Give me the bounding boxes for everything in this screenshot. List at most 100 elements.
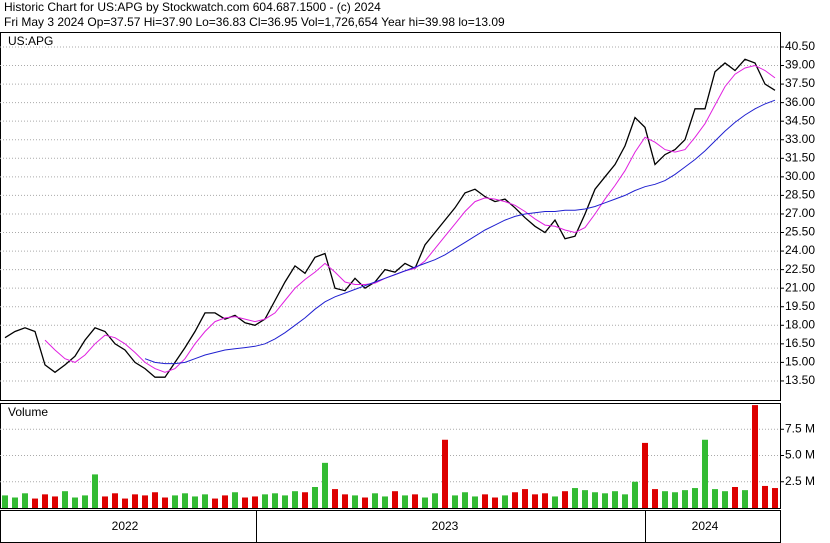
price-line [144, 99, 776, 365]
volume-bar [332, 489, 338, 508]
volume-bar [302, 492, 308, 508]
volume-bar [372, 493, 378, 508]
y-tick-label: 39.00 [785, 58, 815, 72]
y-tick-label: 21.00 [785, 280, 815, 294]
volume-bar [272, 493, 278, 508]
volume-bar [482, 494, 488, 508]
volume-bar [652, 489, 658, 508]
volume-bar [202, 494, 208, 508]
volume-bar [502, 495, 508, 508]
y-tick-label: 13.50 [785, 373, 815, 387]
volume-bar [682, 490, 688, 508]
volume-bar [572, 488, 578, 508]
y-tick-label: 15.00 [785, 355, 815, 369]
y-tick-label: 28.50 [785, 188, 815, 202]
volume-bar [462, 492, 468, 508]
volume-bar [252, 496, 258, 508]
y-tick-label: 36.00 [785, 95, 815, 109]
volume-bar [82, 495, 88, 508]
volume-bar [342, 494, 348, 508]
volume-bar [432, 493, 438, 508]
y-tick-label: 5.0 M [785, 448, 815, 462]
volume-bar [602, 493, 608, 508]
volume-bar [532, 494, 538, 508]
volume-bar [282, 495, 288, 508]
volume-label: Volume [8, 405, 48, 419]
price-line [44, 64, 776, 373]
volume-bar [672, 492, 678, 508]
chart-title: Historic Chart for US:APG by Stockwatch.… [4, 0, 381, 14]
volume-bar [262, 494, 268, 508]
volume-bar [112, 493, 118, 508]
volume-bar [522, 489, 528, 508]
y-tick-label: 34.50 [785, 113, 815, 127]
volume-bar [752, 405, 758, 508]
volume-bar [322, 462, 328, 508]
symbol-label: US:APG [8, 34, 53, 48]
y-tick-label: 37.50 [785, 76, 815, 90]
volume-bar [182, 493, 188, 508]
x-tick-label: 2022 [112, 519, 139, 533]
volume-bar [712, 489, 718, 508]
volume-bar [742, 490, 748, 508]
y-tick-label: 7.5 M [785, 421, 815, 435]
volume-bar [362, 497, 368, 508]
volume-bar [492, 497, 498, 508]
volume-bar [612, 491, 618, 508]
volume-bar [592, 492, 598, 508]
volume-bar [452, 495, 458, 508]
volume-bar [12, 497, 18, 508]
y-tick-label: 27.00 [785, 206, 815, 220]
volume-bar [762, 485, 768, 508]
y-tick-label: 16.50 [785, 336, 815, 350]
volume-bar [512, 492, 518, 508]
volume-bar [772, 488, 778, 508]
volume-bar [722, 491, 728, 508]
volume-bar [402, 495, 408, 508]
volume-bar [352, 495, 358, 508]
volume-bar [22, 493, 28, 508]
volume-bar [152, 492, 158, 508]
volume-bar [42, 494, 48, 508]
volume-bar [32, 498, 38, 508]
volume-bar [142, 495, 148, 508]
volume-bar [732, 487, 738, 508]
volume-bar [222, 495, 228, 508]
volume-bar [62, 491, 68, 508]
volume-bar [192, 496, 198, 508]
y-tick-label: 24.00 [785, 243, 815, 257]
volume-bar [662, 491, 668, 508]
volume-bar [412, 494, 418, 508]
volume-bar [232, 492, 238, 508]
volume-bar [212, 498, 218, 508]
volume-bar [562, 491, 568, 508]
y-tick-label: 40.50 [785, 39, 815, 53]
volume-bar [2, 495, 8, 508]
y-tick-label: 19.50 [785, 299, 815, 313]
volume-bar [642, 442, 648, 508]
volume-bar [382, 496, 388, 508]
y-tick-label: 18.00 [785, 317, 815, 331]
volume-bar [392, 491, 398, 508]
volume-bar [472, 496, 478, 508]
volume-bar [442, 439, 448, 508]
volume-bar [292, 491, 298, 508]
volume-bar [132, 494, 138, 508]
volume-bar [702, 439, 708, 508]
volume-bar [242, 497, 248, 508]
volume-bar [172, 495, 178, 508]
volume-bar [692, 488, 698, 508]
volume-bar [52, 496, 58, 508]
volume-bar [312, 487, 318, 508]
y-tick-label: 31.50 [785, 150, 815, 164]
x-tick-label: 2023 [432, 519, 459, 533]
volume-bar [632, 481, 638, 508]
volume-bar [72, 497, 78, 508]
volume-bar [102, 496, 108, 508]
chart-subtitle: Fri May 3 2024 Op=37.57 Hi=37.90 Lo=36.8… [4, 15, 505, 29]
y-tick-label: 25.50 [785, 225, 815, 239]
y-tick-label: 2.5 M [785, 474, 815, 488]
volume-bar [422, 497, 428, 508]
